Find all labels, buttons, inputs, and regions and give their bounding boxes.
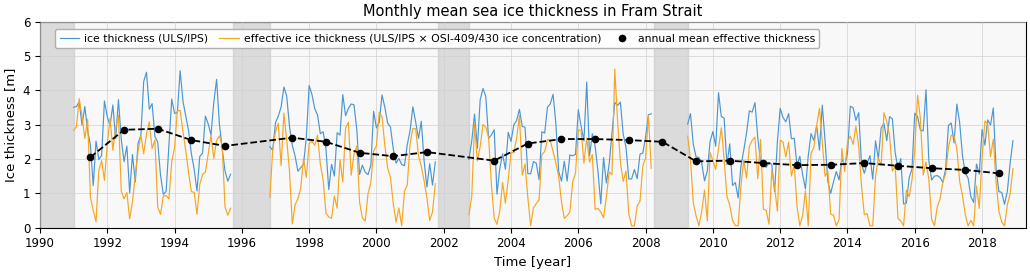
annual mean effective thickness	[791, 164, 803, 167]
ice thickness (ULS/IPS)	[555, 179, 568, 183]
annual mean effective thickness	[589, 137, 602, 141]
annual mean effective thickness	[892, 164, 904, 167]
annual mean effective thickness	[656, 140, 668, 143]
Y-axis label: Ice thickness [m]: Ice thickness [m]	[4, 67, 18, 182]
annual mean effective thickness	[824, 163, 836, 167]
Bar	[40, 22, 73, 228]
annual mean effective thickness	[858, 161, 870, 165]
X-axis label: Time [year]: Time [year]	[494, 256, 572, 269]
effective ice thickness (ULS/IPS × OSI-409/430 ice concentration)	[298, 157, 310, 160]
effective ice thickness (ULS/IPS × OSI-409/430 ice concentration)	[690, 214, 702, 218]
ice thickness (ULS/IPS)	[493, 167, 506, 170]
Title: Monthly mean sea ice thickness in Fram Strait: Monthly mean sea ice thickness in Fram S…	[364, 4, 702, 19]
Bar	[654, 22, 688, 228]
annual mean effective thickness	[622, 138, 634, 142]
annual mean effective thickness	[555, 137, 568, 141]
effective ice thickness (ULS/IPS × OSI-409/430 ice concentration)	[384, 176, 397, 179]
annual mean effective thickness	[286, 136, 299, 139]
ice thickness (ULS/IPS)	[1006, 139, 1019, 142]
Line: annual mean effective thickness: annual mean effective thickness	[88, 126, 1002, 176]
annual mean effective thickness	[353, 151, 366, 155]
Bar	[234, 22, 270, 228]
annual mean effective thickness	[319, 140, 332, 143]
annual mean effective thickness	[420, 150, 433, 154]
Bar	[438, 22, 469, 228]
annual mean effective thickness	[521, 142, 534, 145]
effective ice thickness (ULS/IPS × OSI-409/430 ice concentration)	[340, 127, 352, 130]
Line: ice thickness (ULS/IPS): ice thickness (ULS/IPS)	[73, 71, 1012, 204]
Line: effective ice thickness (ULS/IPS × OSI-409/430 ice concentration): effective ice thickness (ULS/IPS × OSI-4…	[73, 69, 1012, 226]
annual mean effective thickness	[185, 138, 198, 142]
ice thickness (ULS/IPS)	[298, 163, 310, 166]
ice thickness (ULS/IPS)	[340, 114, 352, 117]
annual mean effective thickness	[690, 160, 702, 163]
effective ice thickness (ULS/IPS × OSI-409/430 ice concentration)	[493, 209, 506, 212]
annual mean effective thickness	[993, 172, 1005, 175]
annual mean effective thickness	[218, 144, 231, 147]
annual mean effective thickness	[84, 156, 97, 159]
annual mean effective thickness	[151, 127, 164, 130]
annual mean effective thickness	[959, 168, 971, 171]
ice thickness (ULS/IPS)	[384, 125, 397, 129]
annual mean effective thickness	[488, 159, 501, 162]
effective ice thickness (ULS/IPS × OSI-409/430 ice concentration)	[555, 200, 568, 204]
annual mean effective thickness	[117, 128, 130, 131]
annual mean effective thickness	[925, 167, 937, 170]
effective ice thickness (ULS/IPS × OSI-409/430 ice concentration)	[1006, 167, 1019, 170]
annual mean effective thickness	[723, 159, 735, 162]
annual mean effective thickness	[387, 155, 400, 158]
Legend: ice thickness (ULS/IPS), effective ice thickness (ULS/IPS × OSI-409/430 ice conc: ice thickness (ULS/IPS), effective ice t…	[56, 29, 819, 48]
ice thickness (ULS/IPS)	[690, 155, 702, 159]
annual mean effective thickness	[757, 161, 769, 165]
